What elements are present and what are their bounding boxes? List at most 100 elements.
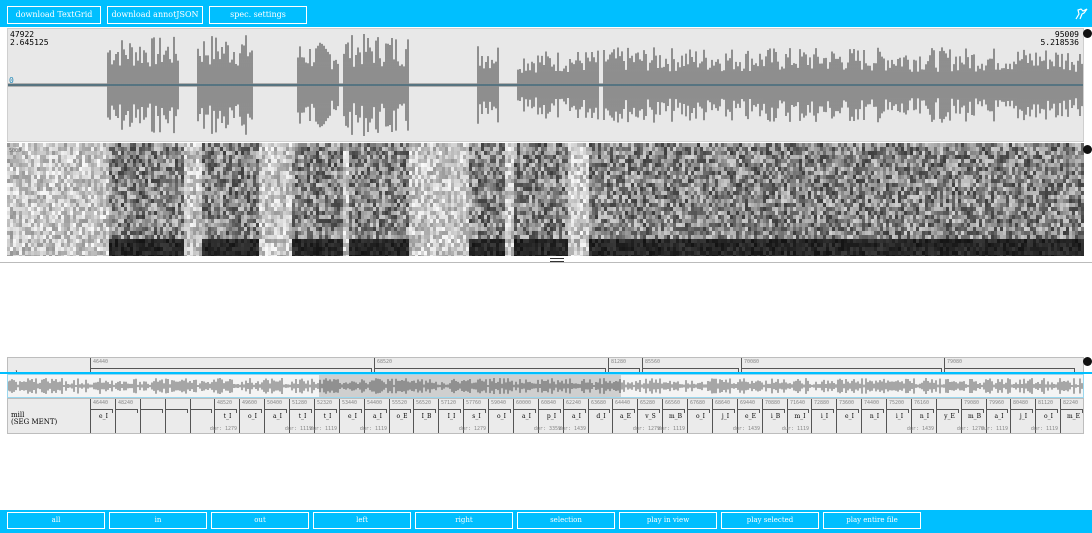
segment[interactable]: 74400 n_I <box>861 399 886 433</box>
out-button[interactable]: out <box>211 512 309 529</box>
segment[interactable]: 51280 t_I dur: 1119 <box>285 399 314 433</box>
waveform-end-sample: 95009 <box>1054 30 1079 39</box>
segment-start: 85560 <box>645 359 661 365</box>
segment-start: 57120 <box>441 400 457 406</box>
segment-duration: dur: 1119 <box>781 426 809 432</box>
segment-start: 56520 <box>416 400 432 406</box>
segment[interactable]: 48520 t_I dur: 1279 <box>210 399 239 433</box>
segment-label: I_B <box>421 413 432 420</box>
play-in-view-button[interactable]: play in view <box>619 512 717 529</box>
segment-start: 48240 <box>118 400 134 406</box>
segment[interactable]: 82240 m_E <box>1060 399 1083 433</box>
play-entire-file-button[interactable]: play entire file <box>823 512 921 529</box>
segment-bracket <box>912 409 934 410</box>
segment-bracket <box>390 409 411 410</box>
segment[interactable]: 53440 e_I <box>339 399 364 433</box>
tier-phonemes-toggle-icon[interactable] <box>1083 357 1092 366</box>
segment[interactable]: 73600 e_I <box>836 399 861 433</box>
segment[interactable]: 75200 i_I <box>886 399 911 433</box>
download-textgrid-button[interactable]: download TextGrid <box>7 6 101 24</box>
segment[interactable]: 46440 e_I <box>90 399 115 433</box>
segment[interactable]: 65280 v_S dur: 1279 <box>633 399 662 433</box>
segment[interactable]: 57120 I_I <box>438 399 463 433</box>
segment-start: 70080 <box>744 359 760 365</box>
segment-start: 65280 <box>640 400 656 406</box>
segment-start: 76160 <box>914 400 930 406</box>
segment[interactable]: 67680 o_I <box>687 399 712 433</box>
segment-start: 46440 <box>93 359 109 365</box>
oscillogram-panel[interactable]: 47922 2.645125 95009 5.218536 0 <box>7 28 1084 142</box>
segment[interactable]: 63680 d_I <box>588 399 612 433</box>
segment-tick <box>605 368 606 372</box>
segment[interactable]: 56520 I_B <box>413 399 438 433</box>
segment[interactable]: 60000 a_I <box>513 399 538 433</box>
segment[interactable]: 81120 o_I dur: 1119 <box>1031 399 1060 433</box>
right-button[interactable]: right <box>415 512 513 529</box>
spec-settings-button[interactable]: spec. settings <box>209 6 307 24</box>
collapse-waveform-icon[interactable] <box>1083 29 1092 38</box>
segment-tick <box>236 409 237 413</box>
collapse-spectrogram-icon[interactable] <box>1083 145 1092 154</box>
segment[interactable]: 49600 o_I <box>239 399 264 433</box>
segment-label: t_I <box>298 413 307 420</box>
segment-duration: dur: 1119 <box>309 426 337 432</box>
overview-waveform[interactable] <box>7 374 1084 398</box>
segment-label: i_I <box>895 413 904 420</box>
selection-button[interactable]: selection <box>517 512 615 529</box>
segment-start: 66560 <box>665 400 681 406</box>
left-button[interactable]: left <box>313 512 411 529</box>
segment[interactable]: 66560 m_B dur: 1119 <box>658 399 687 433</box>
segment-duration: dur: 1119 <box>284 426 312 432</box>
overview-top-border <box>0 372 1092 374</box>
segment-duration: dur: 1119 <box>1030 426 1058 432</box>
segment-bracket <box>489 409 511 410</box>
tier-type: (SEG MENT) <box>11 418 58 426</box>
waveform-start-time: 2.645125 <box>10 38 49 47</box>
play-selected-button[interactable]: play selected <box>721 512 819 529</box>
segment[interactable] <box>140 399 165 433</box>
segment[interactable]: 48240 <box>115 399 140 433</box>
spectrogram-panel[interactable]: 5000 <box>7 143 1084 256</box>
segment[interactable]: 55520 o_E <box>389 399 413 433</box>
segment-start: 63680 <box>591 400 607 406</box>
segment-tick <box>535 409 536 413</box>
segment[interactable]: y_E <box>936 399 961 433</box>
segment-label: a_I <box>273 413 282 420</box>
segment[interactable]: 71640 m_I dur: 1119 <box>782 399 811 433</box>
segment[interactable]: 80480 j_I <box>1010 399 1035 433</box>
segment[interactable]: 52320 t_I dur: 1119 <box>310 399 339 433</box>
segment-duration: dur: 1439 <box>558 426 586 432</box>
segment-start: 70880 <box>765 400 781 406</box>
segment[interactable]: 50400 a_I <box>264 399 289 433</box>
segment-bracket <box>1061 409 1083 410</box>
top-toolbar: download TextGrid download annotJSON spe… <box>0 0 1092 27</box>
segment[interactable]: 62240 a_I dur: 1439 <box>559 399 588 433</box>
segment[interactable]: 59040 o_I <box>488 399 513 433</box>
emu-bird-icon[interactable] <box>1074 7 1088 21</box>
tier-mill[interactable]: mill (SEG MENT) 46440 e_I 48240 48520 t_I dur… <box>7 398 1084 434</box>
segment[interactable]: 79960 a_I dur: 1119 <box>981 399 1010 433</box>
segment[interactable]: 72880 i_I <box>811 399 836 433</box>
download-annotjson-button[interactable]: download annotJSON <box>107 6 203 24</box>
segment-tick <box>659 409 660 413</box>
segment[interactable]: 54400 a_I dur: 1119 <box>360 399 389 433</box>
segment-bracket <box>589 409 610 410</box>
segment[interactable]: 64440 a_E <box>612 399 637 433</box>
segment[interactable] <box>190 399 214 433</box>
segment[interactable]: 57760 s_I dur: 1279 <box>459 399 488 433</box>
segment[interactable]: 79080 m_B dur: 1279 <box>957 399 986 433</box>
segment-tick <box>560 409 561 413</box>
segment[interactable] <box>165 399 190 433</box>
in-button[interactable]: in <box>109 512 207 529</box>
all-button[interactable]: all <box>7 512 105 529</box>
segment[interactable]: 70880 i_B <box>762 399 787 433</box>
segment-duration: dur: 1439 <box>906 426 934 432</box>
segment[interactable]: 76160 n_I dur: 1439 <box>907 399 936 433</box>
resize-handle-icon[interactable] <box>550 258 564 264</box>
segment-duration: dur: 1439 <box>732 426 760 432</box>
segment[interactable]: 60840 p_I dur: 3359 <box>534 399 563 433</box>
segment-tick <box>1057 409 1058 413</box>
segment[interactable]: 69440 e_E dur: 1439 <box>733 399 762 433</box>
segment-tick <box>684 409 685 413</box>
segment[interactable]: 68640 j_I <box>712 399 737 433</box>
